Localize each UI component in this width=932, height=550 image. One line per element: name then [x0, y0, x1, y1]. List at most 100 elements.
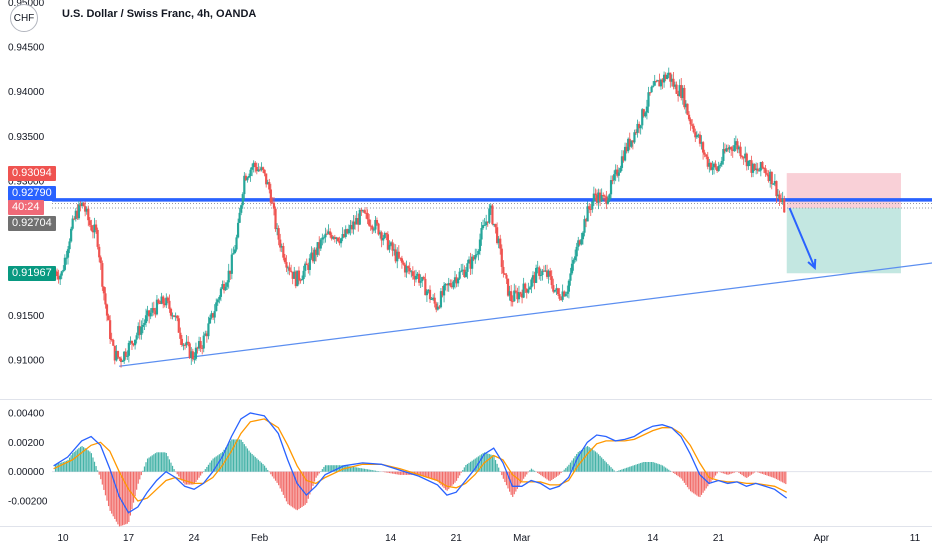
candle-body [438, 306, 441, 308]
candle-body [625, 146, 628, 152]
candle-body [597, 192, 600, 203]
stop-loss-price-badge: 0.93094 [8, 166, 56, 181]
candle-body [310, 252, 313, 259]
candle-body [467, 259, 471, 264]
candle-body [439, 291, 443, 308]
candle-body [149, 312, 152, 317]
candle-body [728, 147, 731, 150]
candle-body [416, 273, 419, 276]
candle-body [756, 168, 759, 171]
candle-body [59, 275, 62, 280]
candle-body [564, 293, 567, 297]
candle-body [144, 315, 148, 323]
forecast-arrow [788, 207, 816, 269]
candle-body [127, 342, 130, 356]
candle-body [375, 219, 379, 224]
candle-body [391, 242, 394, 251]
candle-body [530, 279, 533, 288]
candle-body [444, 283, 447, 286]
candle-body [584, 219, 588, 222]
time-axis-tick: Mar [513, 533, 531, 544]
candle-body [246, 177, 249, 181]
candle-body [137, 326, 140, 336]
candle-body [112, 339, 115, 346]
candle-body [583, 219, 586, 233]
candle-body [544, 270, 547, 272]
candle-body [642, 109, 645, 117]
candle-body [104, 293, 107, 305]
candle-body [737, 146, 741, 150]
candle-body [536, 267, 539, 269]
candle-body [265, 173, 268, 185]
candle-body [645, 106, 649, 113]
candle-body [466, 263, 469, 272]
candle-body [638, 123, 641, 129]
candle-body [664, 74, 667, 79]
candle-body [123, 351, 126, 362]
candle-body [354, 221, 357, 225]
candle-body [327, 231, 330, 234]
candle-body [633, 132, 636, 143]
candle-body [124, 351, 127, 357]
candle-body [675, 84, 678, 94]
candle-body [304, 263, 307, 271]
time-axis-tick: 11 [910, 533, 921, 544]
candle-body [82, 202, 85, 207]
candle-body [511, 301, 514, 303]
candle-body [101, 263, 104, 287]
candle-body [185, 341, 188, 346]
candle-body [609, 180, 613, 195]
currency-symbol-icon[interactable]: CHF [10, 4, 38, 32]
candle-body [288, 267, 291, 271]
candle-body [600, 194, 603, 202]
candle-body [233, 249, 237, 254]
candle-body [316, 242, 319, 255]
candle-body [229, 270, 232, 274]
candle-body [730, 147, 733, 150]
candle-body [422, 276, 425, 279]
candle-body [494, 223, 497, 228]
candle-body [450, 285, 453, 288]
stop-loss-zone [786, 173, 901, 208]
candle-body [656, 80, 659, 82]
candle-body [88, 220, 91, 226]
candle-body [483, 225, 486, 227]
candle-body [697, 134, 700, 136]
candle-body [736, 141, 739, 150]
candle-body [773, 181, 776, 184]
candle-body [177, 318, 180, 333]
candle-body [617, 172, 620, 176]
candle-body [474, 255, 477, 260]
candle-body [68, 241, 71, 250]
macd-axis-tick: -0.00200 [8, 497, 48, 508]
candle-body [619, 167, 622, 173]
candle-body [74, 210, 77, 220]
candle-body [545, 270, 549, 277]
candle-body [471, 256, 474, 269]
candle-body [266, 182, 269, 185]
candle-body [762, 167, 766, 169]
candle-body [575, 246, 578, 257]
candle-body [505, 274, 508, 279]
candle-body [154, 310, 157, 315]
candle-body [658, 80, 661, 87]
candle-body [552, 285, 555, 292]
candle-body [57, 276, 60, 280]
candle-body [349, 225, 352, 230]
candle-body [333, 236, 336, 240]
candle-body [502, 266, 505, 274]
candle-body [455, 277, 458, 284]
candle-body [535, 267, 538, 283]
candle-body [347, 229, 350, 234]
candle-body [488, 208, 491, 223]
candle-body [399, 257, 402, 259]
candle-body [708, 162, 711, 167]
candle-body [767, 174, 770, 181]
candle-body [734, 141, 737, 146]
candle-body [190, 351, 193, 359]
candle-body [272, 202, 276, 209]
candle-body [686, 103, 689, 115]
candle-body [407, 266, 410, 268]
candle-body [722, 148, 725, 161]
